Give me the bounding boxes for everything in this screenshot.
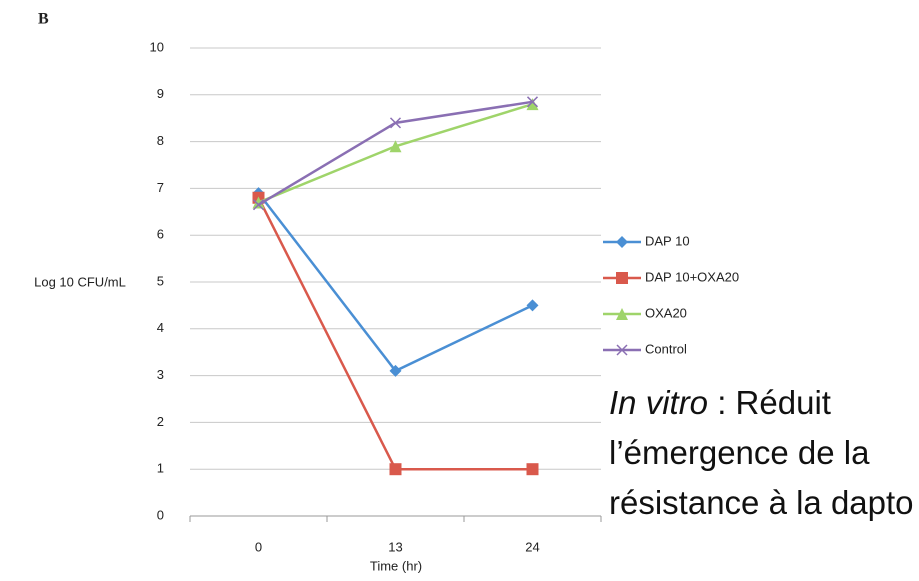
panel-label: B	[38, 11, 49, 28]
y-tick-label: 2	[157, 414, 164, 429]
x-tick-label: 13	[388, 539, 402, 554]
legend-label: OXA20	[645, 305, 687, 320]
data-point	[389, 117, 402, 129]
y-tick-label: 9	[157, 86, 164, 101]
x-axis-label: Time (hr)	[370, 558, 422, 573]
legend-marker	[616, 272, 628, 284]
y-axis-label: Log 10 CFU/mL	[34, 274, 126, 289]
y-tick-label: 4	[157, 320, 164, 335]
legend-label: Control	[645, 341, 687, 356]
annotation-text: : Réduit l’émergence de la résistance à …	[609, 384, 914, 521]
data-point	[389, 364, 402, 377]
legend-label: DAP 10+OXA20	[645, 269, 739, 284]
series-line	[258, 102, 533, 204]
data-point	[252, 196, 265, 209]
y-tick-label: 7	[157, 180, 164, 195]
data-point	[526, 299, 539, 312]
data-point	[526, 98, 539, 111]
annotation: In vitro : Réduit l’émergence de la rési…	[609, 378, 914, 528]
y-tick-label: 1	[157, 461, 164, 476]
legend-marker	[616, 308, 628, 320]
data-point	[526, 96, 539, 108]
data-point	[389, 463, 402, 476]
y-tick-label: 10	[150, 39, 164, 54]
series-line	[257, 197, 533, 471]
annotation-italic: In vitro	[609, 384, 709, 421]
data-point	[526, 463, 539, 476]
y-tick-label: 0	[157, 507, 164, 522]
x-tick-label: 24	[525, 539, 539, 554]
y-tick-label: 6	[157, 227, 164, 242]
legend-marker	[616, 344, 628, 356]
legend-marker	[616, 236, 628, 248]
data-point	[389, 140, 402, 153]
y-tick-label: 8	[157, 133, 164, 148]
x-tick-label: 0	[255, 539, 262, 554]
y-tick-label: 5	[157, 273, 164, 288]
legend-label: DAP 10	[645, 233, 690, 248]
y-tick-label: 3	[157, 367, 164, 382]
data-point	[252, 199, 265, 211]
